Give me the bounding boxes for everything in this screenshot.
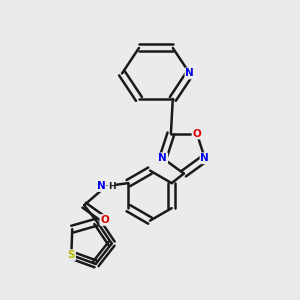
Text: S: S [68,250,75,260]
Text: N: N [97,181,105,191]
Text: N: N [98,181,106,191]
Text: N: N [185,68,194,78]
Text: N: N [158,153,167,163]
Text: H: H [108,182,115,190]
Text: O: O [193,129,201,139]
Text: N: N [200,153,209,163]
Text: H: H [102,182,110,190]
Text: O: O [100,215,109,225]
